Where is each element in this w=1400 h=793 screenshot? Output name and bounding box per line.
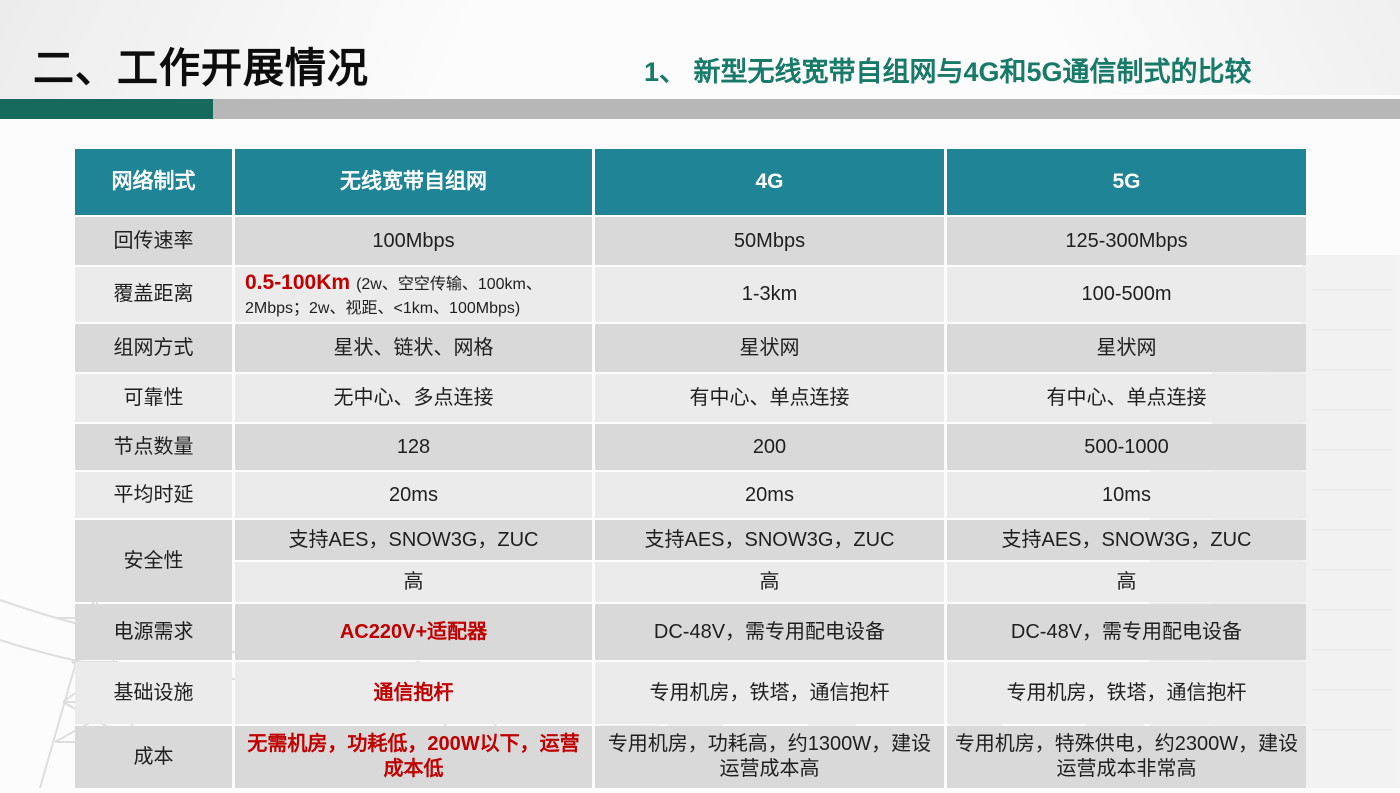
table-row-backhaul: 回传速率 100Mbps 50Mbps 125-300Mbps (75, 217, 1306, 265)
header-adhoc: 无线宽带自组网 (235, 149, 592, 215)
cell-nodes-4g: 200 (595, 424, 944, 471)
title-underline-accent (0, 99, 213, 119)
row-label-nodes: 节点数量 (75, 424, 232, 471)
row-label-power: 电源需求 (75, 604, 232, 661)
table-row-cost: 成本 无需机房，功耗低，200W以下，运营成本低 专用机房，功耗高，约1300W… (75, 726, 1306, 789)
cell-nodes-5g: 500-1000 (947, 424, 1306, 471)
cell-coverage-5g: 100-500m (947, 267, 1306, 323)
table-row-security-algorithms: 安全性 支持AES，SNOW3G，ZUC 支持AES，SNOW3G，ZUC 支持… (75, 520, 1306, 603)
table-header-row: 网络制式 无线宽带自组网 4G 5G (75, 149, 1306, 215)
row-label-coverage: 覆盖距离 (75, 267, 232, 323)
table-row-coverage: 覆盖距离 0.5-100Km (2w、空空传输、100km、2Mbps；2w、视距… (75, 267, 1306, 323)
cell-power-4g: DC-48V，需专用配电设备 (595, 604, 944, 661)
cell-backhaul-4g: 50Mbps (595, 217, 944, 265)
row-label-infrastructure: 基础设施 (75, 662, 232, 725)
table-row-infrastructure: 基础设施 通信抱杆 专用机房，铁塔，通信抱杆 专用机房，铁塔，通信抱杆 (75, 662, 1306, 725)
table-row-security-level: 高 高 高 (75, 562, 1306, 603)
coverage-highlight: 0.5-100Km (245, 271, 351, 294)
cell-backhaul-adhoc: 100Mbps (235, 217, 592, 265)
cell-cost-5g: 专用机房，特殊供电，约2300W，建设运营成本非常高 (947, 726, 1306, 789)
cell-security-level-4g: 高 (595, 562, 944, 603)
cell-security-alg-5g: 支持AES，SNOW3G，ZUC (947, 520, 1306, 561)
comparison-table: 网络制式 无线宽带自组网 4G 5G 回传速率 100Mbps 50Mbps 1… (72, 147, 1309, 790)
cell-reliability-4g: 有中心、单点连接 (595, 374, 944, 423)
cell-topology-5g: 星状网 (947, 324, 1306, 373)
row-label-backhaul: 回传速率 (75, 217, 232, 265)
row-label-latency: 平均时延 (75, 472, 232, 519)
row-label-topology: 组网方式 (75, 324, 232, 373)
header-network-type: 网络制式 (75, 149, 232, 215)
header-5g: 5G (947, 149, 1306, 215)
section-title: 二、工作开展情况 (33, 45, 369, 91)
title-underline-bar (0, 99, 1400, 119)
row-label-security: 安全性 (75, 520, 232, 603)
cell-coverage-adhoc: 0.5-100Km (2w、空空传输、100km、2Mbps；2w、视距、<1km… (235, 267, 592, 323)
cell-power-5g: DC-48V，需专用配电设备 (947, 604, 1306, 661)
row-label-cost: 成本 (75, 726, 232, 789)
cell-cost-4g: 专用机房，功耗高，约1300W，建设运营成本高 (595, 726, 944, 789)
cell-security-level-adhoc: 高 (235, 562, 592, 603)
cell-security-level-5g: 高 (947, 562, 1306, 603)
cell-topology-4g: 星状网 (595, 324, 944, 373)
comparison-table-container: 网络制式 无线宽带自组网 4G 5G 回传速率 100Mbps 50Mbps 1… (72, 147, 1306, 790)
cell-security-alg-4g: 支持AES，SNOW3G，ZUC (595, 520, 944, 561)
cell-nodes-adhoc: 128 (235, 424, 592, 471)
cell-reliability-adhoc: 无中心、多点连接 (235, 374, 592, 423)
slide-subtitle: 1、 新型无线宽带自组网与4G和5G通信制式的比较 (644, 57, 1252, 87)
table-row-power: 电源需求 AC220V+适配器 DC-48V，需专用配电设备 DC-48V，需专… (75, 604, 1306, 661)
cell-topology-adhoc: 星状、链状、网格 (235, 324, 592, 373)
table-row-reliability: 可靠性 无中心、多点连接 有中心、单点连接 有中心、单点连接 (75, 374, 1306, 423)
table-row-topology: 组网方式 星状、链状、网格 星状网 星状网 (75, 324, 1306, 373)
table-row-latency: 平均时延 20ms 20ms 10ms (75, 472, 1306, 519)
cell-infrastructure-adhoc: 通信抱杆 (235, 662, 592, 725)
cell-infrastructure-5g: 专用机房，铁塔，通信抱杆 (947, 662, 1306, 725)
cell-coverage-4g: 1-3km (595, 267, 944, 323)
row-label-reliability: 可靠性 (75, 374, 232, 423)
table-row-nodes: 节点数量 128 200 500-1000 (75, 424, 1306, 471)
cell-power-adhoc: AC220V+适配器 (235, 604, 592, 661)
cell-reliability-5g: 有中心、单点连接 (947, 374, 1306, 423)
cell-latency-adhoc: 20ms (235, 472, 592, 519)
cell-latency-4g: 20ms (595, 472, 944, 519)
cell-security-alg-adhoc: 支持AES，SNOW3G，ZUC (235, 520, 592, 561)
cell-infrastructure-4g: 专用机房，铁塔，通信抱杆 (595, 662, 944, 725)
coverage-detail: (2w、空空传输、100km、2Mbps；2w、视距、<1km、100Mbps) (245, 276, 542, 318)
cell-backhaul-5g: 125-300Mbps (947, 217, 1306, 265)
cell-latency-5g: 10ms (947, 472, 1306, 519)
header-4g: 4G (595, 149, 944, 215)
cell-cost-adhoc: 无需机房，功耗低，200W以下，运营成本低 (235, 726, 592, 789)
